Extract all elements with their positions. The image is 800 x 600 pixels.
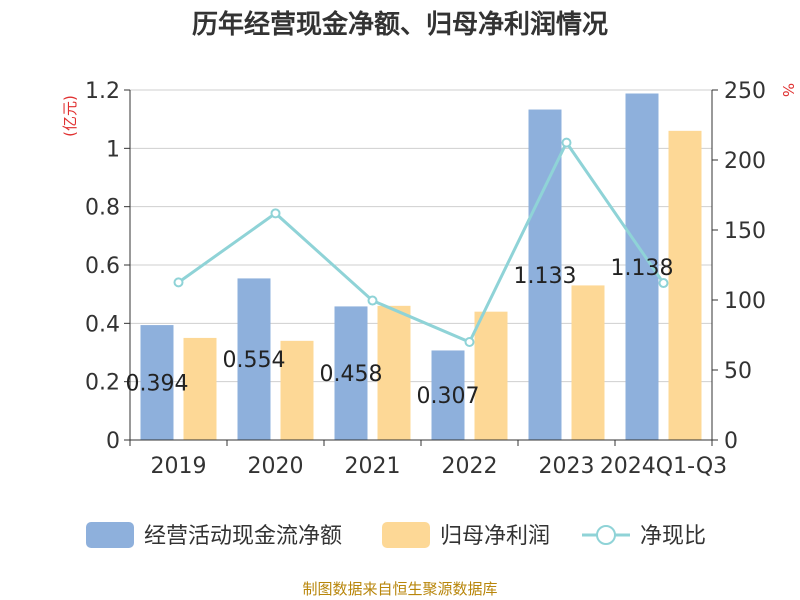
point-cash-ratio <box>173 277 184 288</box>
point-cash-ratio <box>658 278 669 289</box>
left-tick-label: 0.6 <box>85 254 120 279</box>
gridlines <box>130 89 712 383</box>
x-tick-label: 2023 <box>539 454 595 479</box>
bar-operating-cash-flow <box>237 278 271 440</box>
bar-net-profit <box>183 337 217 440</box>
left-axis-label: (亿元) <box>61 95 79 137</box>
bar-operating-cash-flow <box>140 325 174 440</box>
left-tick-label: 0 <box>106 429 120 454</box>
chart-title: 历年经营现金净额、归母净利润情况 <box>191 10 608 40</box>
legend: 经营活动现金流净额 归母净利润 净现比 <box>86 522 706 549</box>
left-tick-label: 0.4 <box>85 312 120 337</box>
bars <box>140 93 702 441</box>
right-tick-label: 100 <box>724 289 766 314</box>
right-axis-label: % <box>779 83 797 97</box>
data-label-operating-cash-flow: 1.138 <box>611 256 674 281</box>
source-note: 制图数据来自恒生聚源数据库 <box>302 580 498 598</box>
left-tick-label: 0.8 <box>85 196 120 221</box>
bar-operating-cash-flow <box>334 306 368 440</box>
right-tick-label: 150 <box>724 219 766 244</box>
bar-net-profit <box>474 311 508 440</box>
bar-net-profit <box>377 305 411 440</box>
legend-swatch-net-profit <box>382 522 430 548</box>
x-tick-label: 2021 <box>345 454 401 479</box>
data-label-operating-cash-flow: 0.554 <box>223 348 286 373</box>
legend-marker-cash-ratio <box>596 525 616 545</box>
bar-net-profit <box>571 285 605 440</box>
legend-label-operating-cash-flow: 经营活动现金流净额 <box>144 524 342 549</box>
bar-net-profit <box>280 340 314 440</box>
point-cash-ratio <box>561 137 572 148</box>
data-labels: 0.394 0.554 0.458 0.307 1.133 1.138 <box>126 256 674 409</box>
x-tick-label: 2022 <box>442 454 498 479</box>
legend-label-net-profit: 归母净利润 <box>440 524 550 549</box>
point-cash-ratio <box>367 295 378 306</box>
data-label-operating-cash-flow: 0.394 <box>126 372 189 397</box>
data-label-operating-cash-flow: 1.133 <box>514 264 577 289</box>
x-tick-label: 2019 <box>151 454 207 479</box>
x-tick-label: 2024Q1-Q3 <box>600 454 727 479</box>
right-tick-label: 200 <box>724 149 766 174</box>
bar-net-profit <box>668 130 702 441</box>
right-tick-label: 50 <box>724 359 752 384</box>
point-cash-ratio <box>270 208 281 219</box>
line-cash-ratio <box>177 139 665 344</box>
data-label-operating-cash-flow: 0.458 <box>320 362 383 387</box>
ratio-line <box>173 137 669 347</box>
bar-operating-cash-flow <box>431 350 465 440</box>
axes: 0 0.2 0.4 0.6 0.8 1 1.2 0 50 100 150 200 250 (亿元)% 201… <box>61 79 797 479</box>
legend-label-cash-ratio: 净现比 <box>640 524 706 549</box>
right-tick-label: 250 <box>724 79 766 104</box>
point-cash-ratio <box>464 337 475 347</box>
data-label-operating-cash-flow: 0.307 <box>417 384 480 409</box>
left-tick-label: 1 <box>106 137 120 162</box>
left-tick-label: 1.2 <box>85 79 120 104</box>
right-tick-label: 0 <box>724 429 738 454</box>
x-tick-label: 2020 <box>248 454 304 479</box>
left-tick-label: 0.2 <box>85 371 120 396</box>
legend-swatch-operating-cash-flow <box>86 522 134 548</box>
